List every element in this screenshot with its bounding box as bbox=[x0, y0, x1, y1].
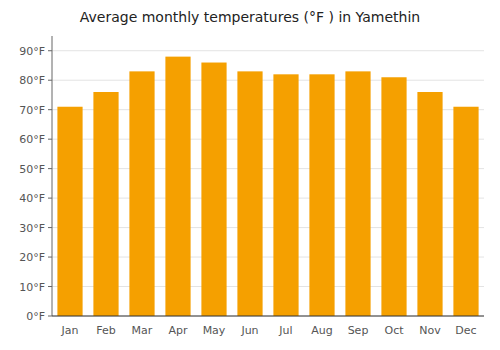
bar bbox=[129, 71, 154, 316]
y-tick-label: 70°F bbox=[19, 104, 45, 117]
bar bbox=[345, 71, 370, 316]
x-tick-label: Feb bbox=[96, 324, 115, 337]
y-tick bbox=[48, 286, 52, 287]
bar bbox=[453, 107, 478, 316]
x-tick-label: Sep bbox=[348, 324, 369, 337]
y-tick-label: 90°F bbox=[19, 45, 45, 58]
bar bbox=[165, 57, 190, 316]
grid-line bbox=[52, 50, 484, 51]
bar bbox=[93, 92, 118, 316]
y-tick bbox=[48, 80, 52, 81]
chart-title: Average monthly temperatures (°F ) in Ya… bbox=[80, 9, 420, 25]
chart-container: 0°F 10°F 20°F 30°F 40°F 50°F 60°F 70°F 80°F 90°F J… bbox=[0, 0, 500, 350]
bar bbox=[381, 77, 406, 316]
bar bbox=[201, 63, 226, 316]
x-tick-label: Jul bbox=[278, 324, 292, 337]
y-tick-label: 30°F bbox=[19, 222, 45, 235]
y-tick bbox=[48, 257, 52, 258]
y-tick bbox=[48, 109, 52, 110]
y-tick bbox=[48, 139, 52, 140]
x-tick-label: May bbox=[203, 324, 226, 337]
x-tick-label: Jun bbox=[240, 324, 258, 337]
y-grid: 0°F 10°F 20°F 30°F 40°F 50°F 60°F 70°F 80°F 90°F bbox=[19, 45, 484, 323]
x-tick-label: Nov bbox=[419, 324, 441, 337]
x-tick-label: Dec bbox=[455, 324, 476, 337]
bars bbox=[57, 57, 478, 316]
y-tick bbox=[48, 168, 52, 169]
x-tick-label: Aug bbox=[311, 324, 332, 337]
y-tick-label: 20°F bbox=[19, 251, 45, 264]
bar bbox=[237, 71, 262, 316]
grid-line bbox=[52, 80, 484, 81]
y-tick-label: 0°F bbox=[26, 310, 45, 323]
bar bbox=[57, 107, 82, 316]
y-tick bbox=[48, 198, 52, 199]
x-tick-label: Apr bbox=[168, 324, 188, 337]
y-tick bbox=[48, 316, 52, 317]
y-tick-label: 60°F bbox=[19, 133, 45, 146]
bar bbox=[417, 92, 442, 316]
y-tick-label: 50°F bbox=[19, 163, 45, 176]
x-tick-label: Mar bbox=[132, 324, 153, 337]
bar bbox=[273, 74, 298, 316]
y-tick-label: 10°F bbox=[19, 281, 45, 294]
y-tick-label: 80°F bbox=[19, 74, 45, 87]
y-tick-label: 40°F bbox=[19, 192, 45, 205]
axes: Jan Feb Mar Apr May Jun Jul Aug Sep Oct Nov Dec bbox=[52, 36, 484, 337]
x-tick-label: Jan bbox=[61, 324, 79, 337]
x-axis-line bbox=[52, 316, 484, 317]
y-axis-line bbox=[52, 36, 53, 316]
chart-svg: 0°F 10°F 20°F 30°F 40°F 50°F 60°F 70°F 80°F 90°F J… bbox=[0, 0, 500, 350]
grid-line bbox=[52, 316, 484, 317]
bar bbox=[309, 74, 334, 316]
y-tick bbox=[48, 50, 52, 51]
x-tick-label: Oct bbox=[384, 324, 404, 337]
y-tick bbox=[48, 227, 52, 228]
